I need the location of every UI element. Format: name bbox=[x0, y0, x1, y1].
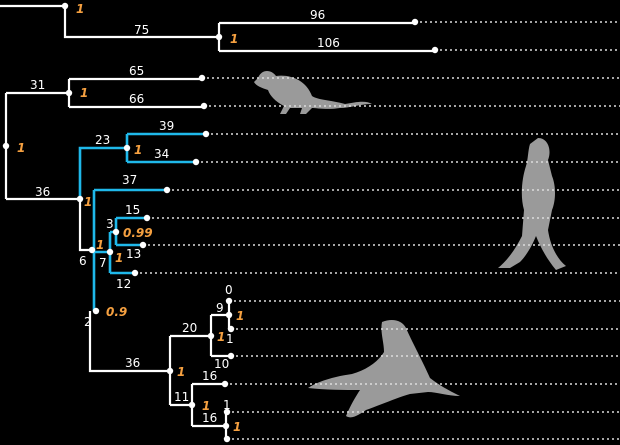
branch-label: 20 bbox=[182, 321, 197, 335]
branch-label: 36 bbox=[125, 356, 140, 370]
support-value: 1 bbox=[96, 238, 104, 252]
branch-label: 16 bbox=[202, 411, 217, 425]
branch-label: 37 bbox=[122, 173, 137, 187]
branch-label: 3 bbox=[106, 217, 114, 231]
branch-label: 106 bbox=[317, 36, 340, 50]
branch-label: 39 bbox=[159, 119, 174, 133]
branch-label: 13 bbox=[126, 247, 141, 261]
support-value: 1 bbox=[80, 86, 88, 100]
rat-icon bbox=[254, 71, 372, 114]
support-value: 1 bbox=[217, 330, 225, 344]
branch-label: 16 bbox=[202, 369, 217, 383]
branch-label: 0 bbox=[225, 283, 233, 297]
branch-label: 7 bbox=[99, 256, 107, 270]
support-value: 1 bbox=[177, 365, 185, 379]
sea-lion-icon bbox=[308, 320, 460, 418]
support-value: 1 bbox=[76, 2, 84, 16]
support-value: 1 bbox=[115, 251, 123, 265]
branch-label: 1 bbox=[223, 398, 231, 412]
leaf-extensions bbox=[135, 21, 620, 440]
branch-label: 75 bbox=[134, 23, 149, 37]
support-values: 1 1 1 1 1 1 1 0.99 1 0.9 1 1 1 1 1 bbox=[17, 2, 244, 434]
nodes bbox=[2, 2, 439, 443]
branch-label: 66 bbox=[129, 92, 144, 106]
support-value: 0.9 bbox=[106, 305, 127, 319]
support-value: 1 bbox=[134, 143, 142, 157]
branch-label: 12 bbox=[116, 277, 131, 291]
branch-label: 15 bbox=[125, 203, 140, 217]
branch-label: 2 bbox=[84, 315, 92, 329]
human-icon bbox=[498, 138, 566, 270]
branch-label: 65 bbox=[129, 64, 144, 78]
branch-label: 9 bbox=[216, 301, 224, 315]
support-value: 0.99 bbox=[123, 226, 153, 240]
support-value: 1 bbox=[233, 420, 241, 434]
support-value: 1 bbox=[230, 32, 238, 46]
support-value: 1 bbox=[84, 195, 92, 209]
branch-labels: 96 75 106 65 31 66 39 23 34 37 36 15 3 1… bbox=[30, 8, 340, 425]
branch-label: 1 bbox=[226, 332, 234, 346]
branch-label: 6 bbox=[79, 254, 87, 268]
support-value: 1 bbox=[17, 141, 25, 155]
support-value: 1 bbox=[202, 399, 210, 413]
branch-label: 23 bbox=[95, 133, 110, 147]
branch-label: 31 bbox=[30, 78, 45, 92]
support-value: 1 bbox=[236, 309, 244, 323]
branch-label: 11 bbox=[174, 390, 189, 404]
highlighted-branches bbox=[78, 132, 206, 311]
branch-label: 36 bbox=[35, 185, 50, 199]
branch-label: 34 bbox=[154, 147, 169, 161]
branch-label: 10 bbox=[214, 357, 229, 371]
branch-label: 96 bbox=[310, 8, 325, 22]
